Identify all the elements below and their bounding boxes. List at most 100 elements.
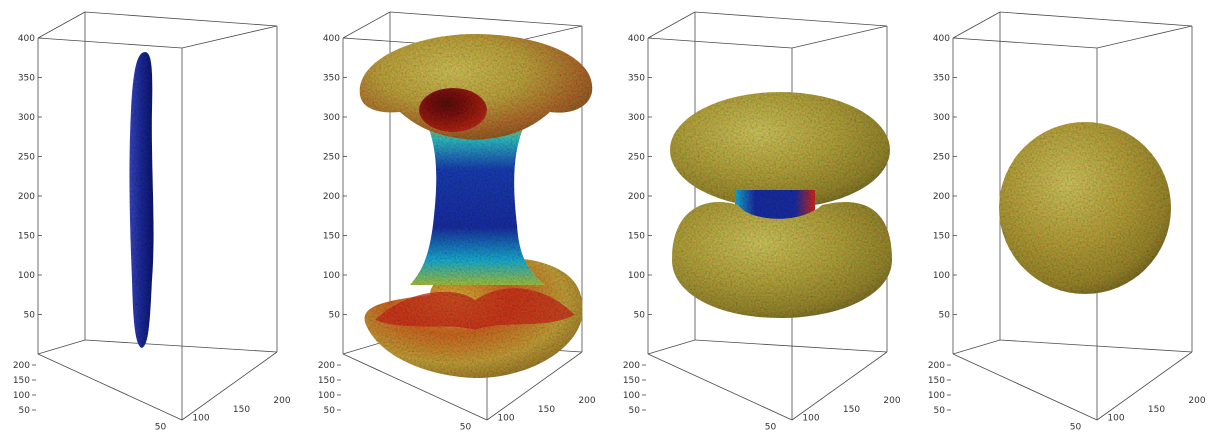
- box-edge: [952, 11, 1001, 39]
- y-tick-label: 200: [13, 361, 30, 371]
- y-tick-label: 150: [623, 376, 640, 386]
- y-tick-label: 100: [318, 391, 335, 401]
- box-edge: [647, 339, 696, 355]
- box-edge: [791, 25, 888, 49]
- panel-2: 50 100 150 200 250 300 350 400 50 100 150 200 50 100 1…: [318, 11, 596, 432]
- box-edge: [791, 351, 888, 421]
- box-edge: [952, 37, 1098, 49]
- surface-neck: [410, 120, 545, 285]
- x-tick-label: 150: [538, 405, 555, 415]
- x-tick-label: 50: [765, 422, 777, 432]
- z-tick-label: 100: [18, 271, 35, 281]
- x-tick-label: 200: [1188, 396, 1205, 406]
- z-tick-label: 50: [634, 311, 646, 321]
- z-tick-label: 150: [323, 232, 340, 242]
- y-tick-label: 50: [934, 406, 946, 416]
- surface-upper-lobe: [670, 92, 890, 208]
- z-tick-label: 300: [628, 113, 645, 123]
- box-edge: [37, 11, 86, 39]
- z-tick-label: 100: [323, 271, 340, 281]
- panel-3: 50 100 150 200 250 300 350 400 50 100 150 200 50 100 1…: [623, 11, 901, 432]
- box-edge: [181, 351, 278, 421]
- z-tick-label: 350: [323, 74, 340, 84]
- box-edge: [486, 351, 583, 421]
- panel-4: 50 100 150 200 250 300 350 400 50 100 150 200 50 100 1…: [928, 11, 1206, 432]
- box-edge: [37, 353, 183, 421]
- z-tick-label: 250: [933, 153, 950, 163]
- x-tick-label: 150: [1148, 405, 1165, 415]
- x-tick-label: 50: [460, 422, 472, 432]
- surface-column: [129, 52, 154, 348]
- z-tick-label: 350: [18, 74, 35, 84]
- box-edge: [1096, 25, 1193, 49]
- x-tick-label: 100: [1107, 414, 1124, 424]
- z-tick-label: 150: [933, 232, 950, 242]
- surface-sphere: [999, 122, 1171, 294]
- z-tick-label: 200: [628, 192, 645, 202]
- z-tick-label: 200: [933, 192, 950, 202]
- box-edge: [181, 25, 278, 49]
- x-tick-label: 150: [843, 405, 860, 415]
- box-edge: [999, 339, 1193, 353]
- z-tick-label: 250: [323, 153, 340, 163]
- box-edge: [952, 339, 1001, 355]
- x-tick-label: 100: [192, 414, 209, 424]
- surface-base-red-region: [375, 288, 575, 330]
- z-tick-label: 250: [18, 153, 35, 163]
- box-edge: [84, 339, 278, 353]
- y-tick-label: 50: [324, 406, 336, 416]
- y-tick-label: 200: [318, 361, 335, 371]
- box-edge: [647, 11, 696, 39]
- z-tick-label: 400: [628, 34, 645, 44]
- box-edge: [694, 339, 888, 353]
- z-tick-label: 350: [933, 74, 950, 84]
- panel-1: 50 100 150 200 250 300 350 400 50 100 150 200 50 100 1…: [13, 11, 291, 432]
- z-tick-label: 200: [323, 192, 340, 202]
- surface-cap-dark-region: [419, 88, 487, 132]
- box-edge: [999, 11, 1193, 27]
- z-tick-label: 400: [323, 34, 340, 44]
- z-tick-label: 300: [323, 113, 340, 123]
- y-tick-label: 150: [928, 376, 945, 386]
- box-edge: [342, 353, 488, 421]
- z-tick-label: 350: [628, 74, 645, 84]
- surface-cap: [359, 34, 593, 140]
- z-tick-label: 100: [933, 271, 950, 281]
- z-tick-label: 250: [628, 153, 645, 163]
- box-edge: [647, 37, 793, 49]
- box-edge: [37, 339, 86, 355]
- z-tick-label: 150: [18, 232, 35, 242]
- x-tick-label: 100: [802, 414, 819, 424]
- y-tick-label: 100: [13, 391, 30, 401]
- y-tick-label: 150: [318, 376, 335, 386]
- z-tick-label: 50: [329, 311, 341, 321]
- y-tick-label: 100: [928, 391, 945, 401]
- box-edge: [952, 353, 1098, 421]
- y-tick-label: 150: [13, 376, 30, 386]
- z-tick-label: 50: [939, 311, 951, 321]
- z-tick-label: 150: [628, 232, 645, 242]
- x-tick-label: 200: [883, 396, 900, 406]
- x-tick-label: 200: [273, 396, 290, 406]
- box-edge: [84, 11, 278, 27]
- z-tick-label: 300: [933, 113, 950, 123]
- y-tick-label: 50: [629, 406, 641, 416]
- y-tick-label: 200: [928, 361, 945, 371]
- x-tick-label: 200: [578, 396, 595, 406]
- box-edge: [1096, 351, 1193, 421]
- x-tick-label: 50: [155, 422, 167, 432]
- x-tick-label: 50: [1070, 422, 1082, 432]
- box-edge: [342, 11, 391, 39]
- box-edge: [694, 11, 888, 27]
- z-tick-label: 400: [933, 34, 950, 44]
- box-edge: [389, 11, 583, 27]
- surface-lower-lobe: [672, 201, 892, 318]
- box-edge: [647, 353, 793, 421]
- x-tick-label: 150: [233, 405, 250, 415]
- x-tick-label: 100: [497, 414, 514, 424]
- z-tick-label: 400: [18, 34, 35, 44]
- y-tick-label: 50: [19, 406, 31, 416]
- y-tick-label: 100: [623, 391, 640, 401]
